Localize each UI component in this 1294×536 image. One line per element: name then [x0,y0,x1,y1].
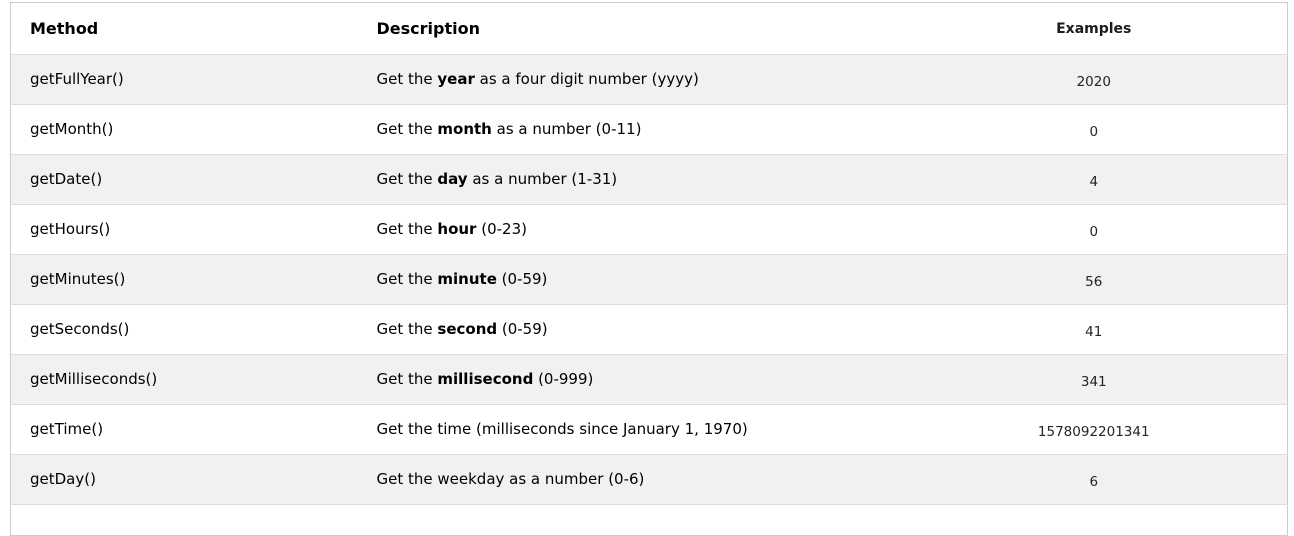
method-cell: getMinutes() [30,270,126,288]
description-text: Get the [376,370,438,388]
description-cell [358,505,901,536]
description-text: (0-23) [476,220,527,238]
header-row: Method Description Examples [10,2,1288,55]
description-text: Get the [376,170,438,188]
description-cell: Get the hour (0-23) [358,205,901,255]
description-bold: minute [437,270,497,288]
table-row: getMilliseconds() Get the millisecond (0… [10,354,1288,405]
method-cell: getDay() [30,470,96,488]
description-text: Get the [376,120,438,138]
description-text: (0-59) [497,320,548,338]
description-bold: day [437,170,468,188]
description-text: (0-999) [533,370,594,388]
example-cell: 6 [1089,474,1099,490]
table-row: getMonth() Get the month as a number (0-… [10,104,1288,155]
column-header-examples: Examples [900,2,1288,55]
method-cell: getFullYear() [30,70,124,88]
table-row: getDate() Get the day as a number (1-31)… [10,154,1288,205]
method-cell: getTime() [30,420,104,438]
example-cell: 41 [1085,324,1103,340]
method-cell: getHours() [30,220,111,238]
date-methods-table: Method Description Examples getFullYear(… [10,2,1288,536]
method-cell: getSeconds() [30,320,130,338]
example-cell: 0 [1089,224,1099,240]
table-row: getDay() Get the weekday as a number (0-… [10,454,1288,505]
method-cell: getMilliseconds() [30,370,158,388]
description-text: Get the [376,320,438,338]
table-row: getFullYear() Get the year as a four dig… [10,54,1288,105]
description-cell: Get the second (0-59) [358,305,901,355]
example-cell: 4 [1089,174,1099,190]
example-cell [901,505,1288,536]
description-cell: Get the month as a number (0-11) [358,105,901,155]
description-text: Get the [376,270,438,288]
description-bold: month [437,120,492,138]
description-cell: Get the millisecond (0-999) [358,355,901,405]
table-row: getSeconds() Get the second (0-59) 41 [10,304,1288,355]
description-cell: Get the minute (0-59) [358,255,901,305]
example-cell: 1578092201341 [1037,424,1150,440]
example-cell: 56 [1085,274,1103,290]
column-header-description: Description [357,2,901,55]
example-cell: 341 [1080,374,1107,390]
description-bold: millisecond [437,370,534,388]
description-text: Get the weekday as a number (0-6) [376,470,645,488]
description-bold: hour [437,220,477,238]
description-text: as a number (1-31) [467,170,618,188]
method-cell [11,505,358,536]
description-text: Get the [376,220,438,238]
description-text: Get the [376,70,438,88]
description-cell: Get the weekday as a number (0-6) [358,455,901,505]
description-text: Get the time (milliseconds since January… [376,420,748,438]
description-bold: second [437,320,498,338]
description-bold: year [437,70,475,88]
description-text: as a four digit number (yyyy) [474,70,699,88]
table-row-partial [10,504,1288,536]
method-cell: getMonth() [30,120,114,138]
description-text: as a number (0-11) [491,120,642,138]
description-cell: Get the day as a number (1-31) [358,155,901,205]
example-cell: 0 [1089,124,1099,140]
example-cell: 2020 [1076,74,1111,90]
column-header-method: Method [10,2,358,55]
method-cell: getDate() [30,170,103,188]
table-row: getHours() Get the hour (0-23) 0 [10,204,1288,255]
table-row: getMinutes() Get the minute (0-59) 56 [10,254,1288,305]
description-cell: Get the year as a four digit number (yyy… [358,55,901,105]
description-cell: Get the time (milliseconds since January… [358,405,901,455]
table-row: getTime() Get the time (milliseconds sin… [10,404,1288,455]
description-text: (0-59) [496,270,548,288]
